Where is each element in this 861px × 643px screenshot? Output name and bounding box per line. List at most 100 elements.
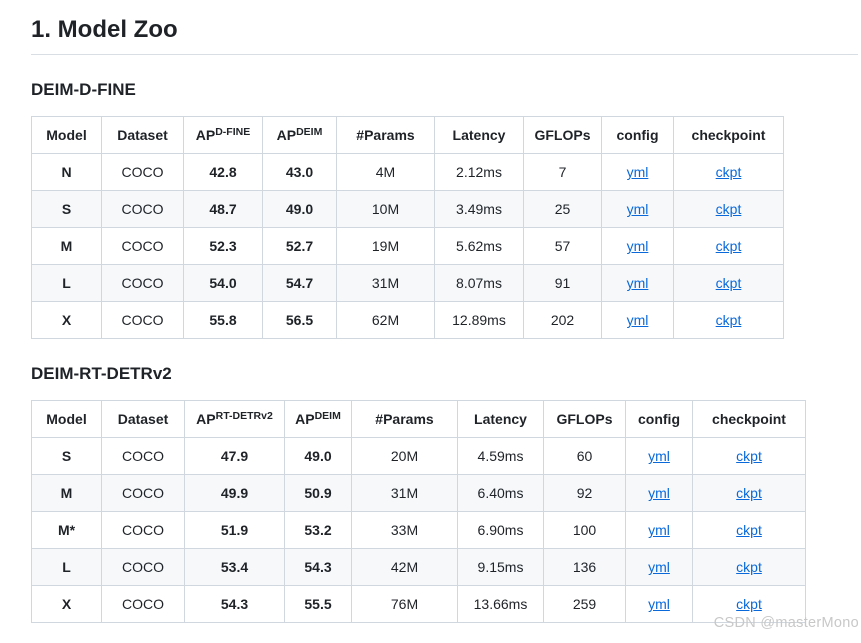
cell-ap-deim: 54.3 xyxy=(284,548,352,586)
col-header-gflops: GFLOPs xyxy=(523,116,602,154)
cell-checkpoint: ckpt xyxy=(692,474,806,512)
cell-latency: 3.49ms xyxy=(434,190,524,228)
config-link[interactable]: yml xyxy=(648,596,670,612)
cell-gflops: 57 xyxy=(523,227,602,265)
cell-dataset: COCO xyxy=(101,153,184,191)
cell-config: yml xyxy=(625,511,693,549)
page-title: 1. Model Zoo xyxy=(31,16,858,55)
cell-checkpoint: ckpt xyxy=(673,153,784,191)
cell-params: 31M xyxy=(351,474,458,512)
cell-checkpoint: ckpt xyxy=(673,301,784,339)
cell-config: yml xyxy=(625,548,693,586)
cell-model: L xyxy=(31,264,102,302)
checkpoint-link[interactable]: ckpt xyxy=(715,201,742,217)
config-link[interactable]: yml xyxy=(648,485,670,501)
section-heading-deim-d-fine: DEIM-D-FINE xyxy=(31,80,136,99)
cell-model: M* xyxy=(31,511,102,549)
cell-ap-base: 54.0 xyxy=(183,264,263,302)
col-header-ap-dfine: APD-FINE xyxy=(183,116,263,154)
cell-model: L xyxy=(31,548,102,586)
config-link[interactable]: yml xyxy=(626,201,649,217)
cell-model: N xyxy=(31,153,102,191)
checkpoint-link[interactable]: ckpt xyxy=(736,448,762,464)
config-link[interactable]: yml xyxy=(648,448,670,464)
checkpoint-link[interactable]: ckpt xyxy=(715,275,742,291)
col-header-model: Model xyxy=(31,116,102,154)
config-link[interactable]: yml xyxy=(626,238,649,254)
cell-checkpoint: ckpt xyxy=(673,190,784,228)
cell-model: S xyxy=(31,437,102,475)
cell-checkpoint: ckpt xyxy=(673,227,784,265)
cell-dataset: COCO xyxy=(101,190,184,228)
cell-ap-deim: 50.9 xyxy=(284,474,352,512)
col-header-latency: Latency xyxy=(457,400,544,438)
cell-config: yml xyxy=(625,437,693,475)
config-link[interactable]: yml xyxy=(626,275,649,291)
cell-checkpoint: ckpt xyxy=(692,585,806,623)
cell-gflops: 202 xyxy=(523,301,602,339)
cell-config: yml xyxy=(601,190,674,228)
cell-dataset: COCO xyxy=(101,227,184,265)
cell-config: yml xyxy=(601,264,674,302)
cell-ap-deim: 53.2 xyxy=(284,511,352,549)
cell-params: 62M xyxy=(336,301,435,339)
config-link[interactable]: yml xyxy=(648,522,670,538)
checkpoint-link[interactable]: ckpt xyxy=(736,559,762,575)
table-row: L COCO 53.4 54.3 42M 9.15ms 136 yml ckpt xyxy=(31,548,806,586)
cell-ap-deim: 49.0 xyxy=(262,190,337,228)
table-row: X COCO 55.8 56.5 62M 12.89ms 202 yml ckpt xyxy=(31,301,784,339)
cell-model: S xyxy=(31,190,102,228)
cell-checkpoint: ckpt xyxy=(692,548,806,586)
cell-params: 33M xyxy=(351,511,458,549)
cell-params: 76M xyxy=(351,585,458,623)
checkpoint-link[interactable]: ckpt xyxy=(736,522,762,538)
cell-dataset: COCO xyxy=(101,437,185,475)
cell-ap-deim: 56.5 xyxy=(262,301,337,339)
cell-config: yml xyxy=(601,153,674,191)
col-header-config: config xyxy=(625,400,693,438)
cell-config: yml xyxy=(625,585,693,623)
section-heading-deim-rt-detrv2: DEIM-RT-DETRv2 xyxy=(31,364,172,383)
cell-latency: 5.62ms xyxy=(434,227,524,265)
cell-params: 19M xyxy=(336,227,435,265)
col-header-gflops: GFLOPs xyxy=(543,400,626,438)
cell-checkpoint: ckpt xyxy=(692,437,806,475)
cell-gflops: 91 xyxy=(523,264,602,302)
csdn-watermark: CSDN @masterMono xyxy=(713,615,859,631)
cell-ap-base: 42.8 xyxy=(183,153,263,191)
config-link[interactable]: yml xyxy=(626,164,649,180)
cell-params: 42M xyxy=(351,548,458,586)
checkpoint-link[interactable]: ckpt xyxy=(715,312,742,328)
cell-gflops: 7 xyxy=(523,153,602,191)
checkpoint-link[interactable]: ckpt xyxy=(715,164,742,180)
checkpoint-link[interactable]: ckpt xyxy=(736,485,762,501)
cell-ap-deim: 49.0 xyxy=(284,437,352,475)
deim-d-fine-table: Model Dataset APD-FINE APDEIM #Params La… xyxy=(31,116,784,339)
cell-gflops: 92 xyxy=(543,474,626,512)
cell-ap-base: 48.7 xyxy=(183,190,263,228)
cell-latency: 2.12ms xyxy=(434,153,524,191)
checkpoint-link[interactable]: ckpt xyxy=(736,596,762,612)
cell-ap-base: 53.4 xyxy=(184,548,285,586)
cell-checkpoint: ckpt xyxy=(692,511,806,549)
col-header-model: Model xyxy=(31,400,102,438)
config-link[interactable]: yml xyxy=(626,312,649,328)
cell-dataset: COCO xyxy=(101,301,184,339)
col-header-checkpoint: checkpoint xyxy=(673,116,784,154)
config-link[interactable]: yml xyxy=(648,559,670,575)
cell-dataset: COCO xyxy=(101,264,184,302)
cell-ap-base: 55.8 xyxy=(183,301,263,339)
cell-gflops: 25 xyxy=(523,190,602,228)
col-header-params: #Params xyxy=(351,400,458,438)
table-row: M COCO 52.3 52.7 19M 5.62ms 57 yml ckpt xyxy=(31,227,784,265)
cell-ap-base: 51.9 xyxy=(184,511,285,549)
cell-gflops: 100 xyxy=(543,511,626,549)
cell-dataset: COCO xyxy=(101,585,185,623)
cell-gflops: 136 xyxy=(543,548,626,586)
cell-dataset: COCO xyxy=(101,548,185,586)
col-header-dataset: Dataset xyxy=(101,116,184,154)
checkpoint-link[interactable]: ckpt xyxy=(715,238,742,254)
table-row: S COCO 48.7 49.0 10M 3.49ms 25 yml ckpt xyxy=(31,190,784,228)
cell-latency: 6.40ms xyxy=(457,474,544,512)
cell-checkpoint: ckpt xyxy=(673,264,784,302)
